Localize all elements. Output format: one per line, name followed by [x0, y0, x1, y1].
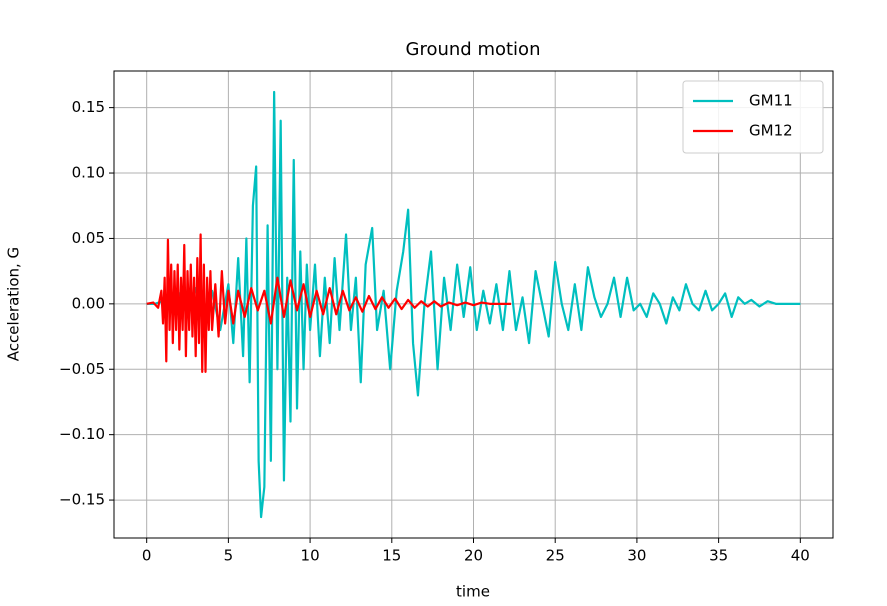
legend-box [682, 80, 824, 154]
x-tick-label: 30 [627, 547, 646, 565]
legend-label: GM12 [749, 122, 793, 140]
y-tick-label: −0.05 [59, 360, 105, 378]
x-tick-label: 35 [709, 547, 728, 565]
y-tick-label: 0.15 [72, 98, 105, 116]
x-tick-label: 40 [791, 547, 810, 565]
y-tick-label: 0.00 [72, 294, 105, 312]
data-line [146, 233, 512, 373]
x-tick-label: 10 [301, 547, 320, 565]
x-tick-label: 0 [142, 547, 152, 565]
y-tick-label: 0.05 [72, 229, 105, 247]
plot-frame [113, 70, 834, 539]
x-tick-label: 20 [464, 547, 483, 565]
x-tick-label: 25 [546, 547, 565, 565]
y-tick-label: −0.15 [59, 491, 105, 509]
x-axis-label: time [456, 583, 490, 601]
y-tick-label: −0.10 [59, 425, 105, 443]
x-tick-label: 5 [224, 547, 234, 565]
x-tick-label: 15 [382, 547, 401, 565]
legend-label: GM11 [749, 92, 793, 110]
y-axis-label: Acceleration, G [5, 247, 23, 361]
chart-title: Ground motion [406, 39, 541, 60]
y-tick-label: 0.10 [72, 164, 105, 182]
